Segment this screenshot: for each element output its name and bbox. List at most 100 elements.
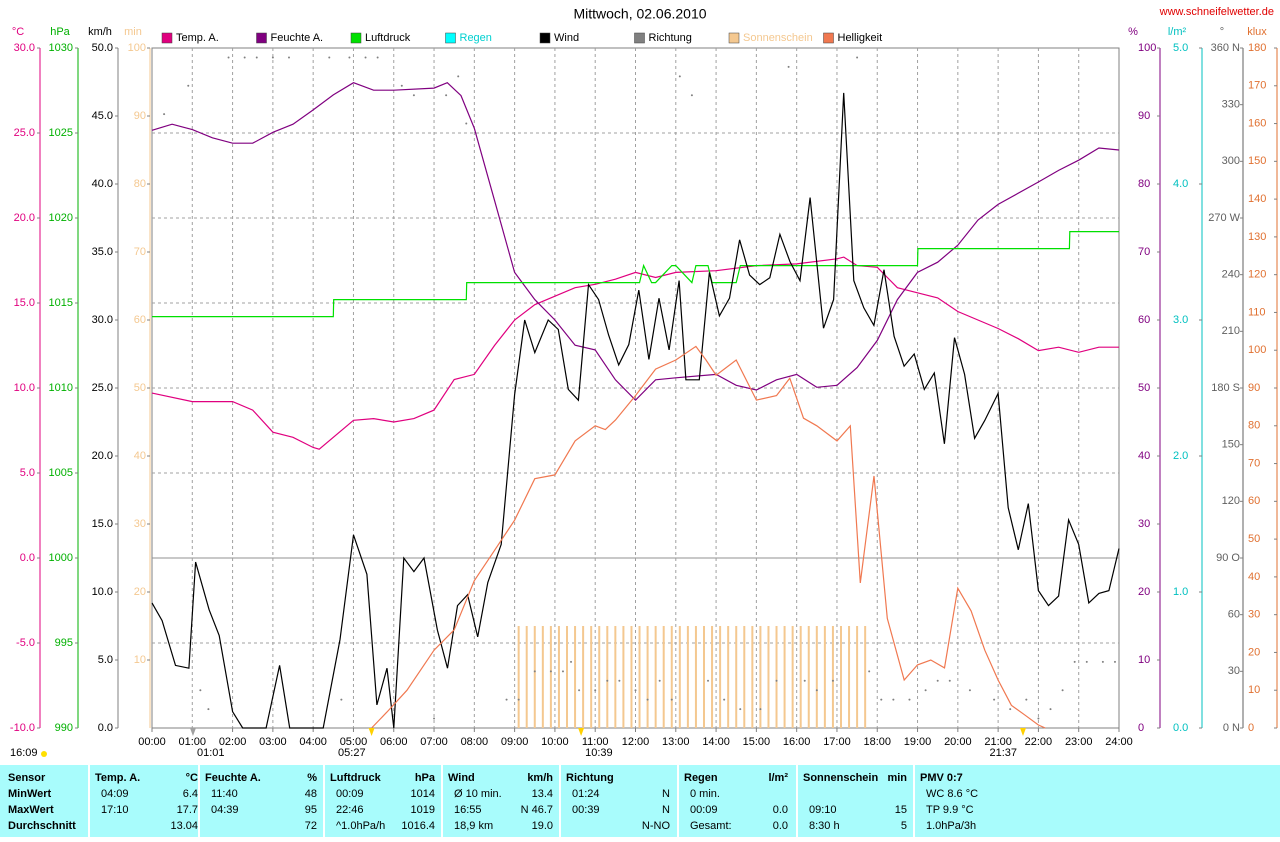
series-line <box>151 256 1119 450</box>
direction-dot <box>787 65 790 68</box>
sunshine-bar <box>614 626 617 728</box>
table-cell: 17:10 <box>101 804 129 816</box>
y-tick-label: 0.0 <box>98 722 113 734</box>
y-tick-label: 50 <box>134 382 146 394</box>
y-tick-label: 90 <box>1248 382 1260 394</box>
x-tick-label: 10:00 <box>541 736 569 748</box>
direction-dot <box>1101 660 1104 663</box>
table-cell: N 46.7 <box>521 804 553 816</box>
sunshine-bar <box>791 626 794 728</box>
direction-dot <box>400 84 403 87</box>
axis-unit: °C <box>12 26 24 38</box>
table-cell: 0.0 <box>773 804 788 816</box>
y-tick-label: 0.0 <box>20 552 35 564</box>
table-cell: 04:39 <box>211 804 239 816</box>
x-tick-label: 19:00 <box>904 736 932 748</box>
table-header: Luftdruck <box>330 772 382 784</box>
y-tick-label: 80 <box>134 178 146 190</box>
table-cell: 00:09 <box>336 788 364 800</box>
x-tick-label: 08:00 <box>461 736 489 748</box>
sunshine-bar <box>751 626 754 728</box>
y-tick-label: 0 N <box>1223 722 1240 734</box>
time-annotation: 01:01 <box>197 747 225 759</box>
y-tick-label: 60 <box>1138 314 1150 326</box>
axis-unit: % <box>1128 26 1138 38</box>
y-tick-label: 10 <box>134 654 146 666</box>
y-tick-label: 3.0 <box>1173 314 1188 326</box>
y-tick-label: 5.0 <box>1173 42 1188 54</box>
table-cell: 19.0 <box>532 820 553 832</box>
direction-dot <box>412 94 415 97</box>
table-cell: 09:10 <box>809 804 837 816</box>
legend-swatch <box>256 32 267 44</box>
direction-dot <box>908 698 911 701</box>
legend-label: Regen <box>460 32 492 44</box>
table-cell: 04:09 <box>101 788 129 800</box>
table-cell: WC 8.6 °C <box>926 788 978 800</box>
y-tick-label: 990 <box>55 722 73 734</box>
sunshine-bar <box>574 626 577 728</box>
y-tick-label: 140 <box>1248 193 1266 205</box>
table-row-label: MinWert <box>8 788 52 800</box>
legend-swatch <box>823 32 834 44</box>
y-tick-label: 50.0 <box>92 42 113 54</box>
time-annotation: 05:27 <box>338 747 366 759</box>
direction-dot <box>505 698 508 701</box>
direction-dot <box>328 56 331 59</box>
direction-dot <box>924 689 927 692</box>
direction-dot <box>880 698 883 701</box>
table-cell: 5 <box>901 820 907 832</box>
direction-dot <box>255 56 258 59</box>
sunshine-bar <box>694 626 697 728</box>
y-tick-label: 30 <box>134 518 146 530</box>
series-line <box>151 81 1120 402</box>
x-tick-label: 16:00 <box>783 736 811 748</box>
direction-dot <box>815 689 818 692</box>
sunshine-bar <box>670 626 673 728</box>
direction-dot <box>739 708 742 711</box>
x-tick-label: 22:00 <box>1025 736 1053 748</box>
sunshine-bar <box>856 626 859 728</box>
y-tick-label: 120 <box>1248 269 1266 281</box>
direction-dot <box>163 113 166 116</box>
y-tick-label: 40.0 <box>92 178 113 190</box>
y-tick-label: 120 <box>1222 495 1240 507</box>
x-tick-label: 14:00 <box>702 736 730 748</box>
direction-dot <box>187 84 190 87</box>
table-cell: N <box>662 804 670 816</box>
y-tick-label: 25.0 <box>92 382 113 394</box>
series-line <box>371 345 1046 729</box>
direction-dot <box>561 670 564 673</box>
direction-dot <box>968 689 971 692</box>
sunshine-bar <box>815 626 818 728</box>
table-unit: l/m² <box>768 772 788 784</box>
table-cell: 8:30 h <box>809 820 840 832</box>
direction-dot <box>340 698 343 701</box>
x-tick-label: 09:00 <box>501 736 529 748</box>
y-tick-label: -5.0 <box>16 637 35 649</box>
y-tick-label: 4.0 <box>1173 178 1188 190</box>
y-tick-label: 40 <box>134 450 146 462</box>
y-tick-label: 45.0 <box>92 110 113 122</box>
sunshine-bar <box>541 626 544 728</box>
direction-dot <box>1061 689 1064 692</box>
y-tick-label: 1005 <box>49 467 73 479</box>
legend-swatch <box>539 32 551 44</box>
legend-label: Luftdruck <box>365 32 411 44</box>
table-cell: 17.7 <box>177 804 198 816</box>
sunshine-bar <box>533 626 536 728</box>
y-tick-label: 70 <box>1138 246 1150 258</box>
sunshine-bar <box>606 626 609 728</box>
direction-dot <box>606 679 609 682</box>
axis-unit: l/m² <box>1168 26 1187 38</box>
direction-dot <box>868 670 871 673</box>
y-tick-label: 25.0 <box>14 127 35 139</box>
y-tick-label: 20 <box>1138 586 1150 598</box>
y-tick-label: 80 <box>1248 420 1260 432</box>
direction-dot <box>364 56 367 59</box>
sunshine-bar <box>517 626 520 728</box>
table-unit: km/h <box>527 772 553 784</box>
direction-dot <box>831 679 834 682</box>
y-tick-label: 270 W <box>1208 212 1240 224</box>
direction-dot <box>634 689 637 692</box>
